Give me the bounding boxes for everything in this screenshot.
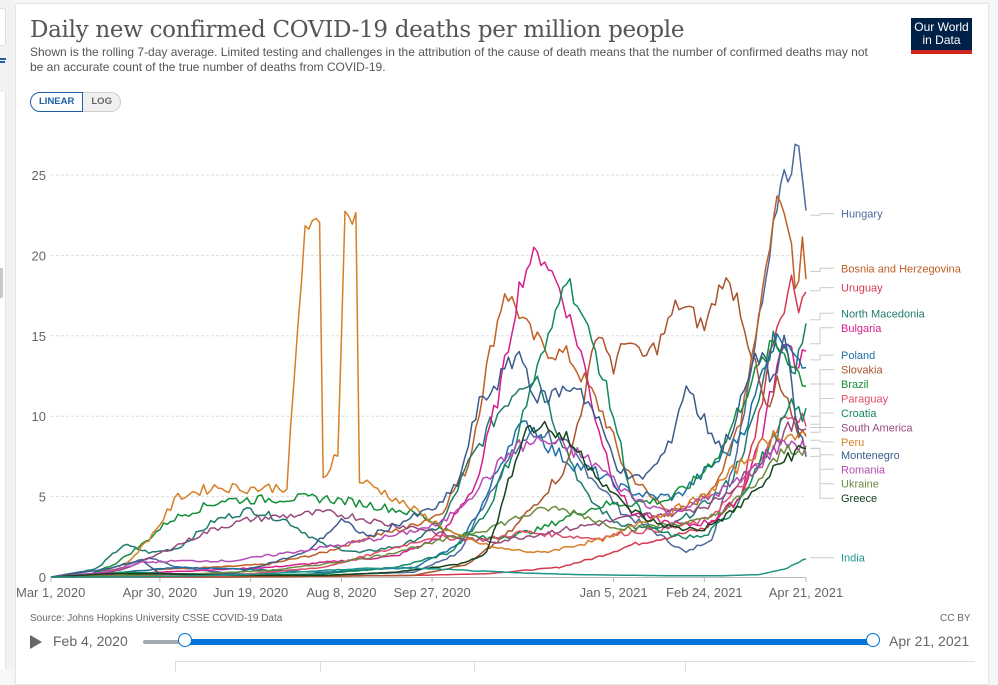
legend-label[interactable]: Romania [841,464,886,476]
x-tick-label: Mar 1, 2020 [16,585,85,600]
legend-connector [810,267,834,272]
legend-connector [810,412,834,417]
series-line-paraguay[interactable] [51,412,807,578]
play-icon[interactable] [30,635,42,649]
y-tick-label: 15 [32,329,46,344]
log-scale-button[interactable]: LOG [83,92,121,112]
legend-connector [810,327,834,345]
logo-line2: in Data [922,33,961,47]
timeline-slider: Feb 4, 2020 Apr 21, 2021 [30,630,975,656]
series-line-croatia[interactable] [50,277,807,578]
legend-label[interactable]: Slovakia [841,365,883,377]
series-line-peru[interactable] [50,210,807,578]
series-line-north-macedonia[interactable] [50,323,807,578]
legend-label[interactable]: South America [841,422,913,434]
legend-label[interactable]: Greece [841,493,877,505]
sidebar-box[interactable] [0,8,6,46]
legend-connector [810,454,834,457]
legend-connector [810,447,834,470]
legend: Hungary Bosnia and Herzegovina Uruguay Nort… [810,209,962,565]
timeline-start-date: Feb 4, 2020 [53,633,128,649]
source-note: Source: Johns Hopkins University CSSE CO… [30,613,283,624]
y-tick-label: 5 [39,490,46,505]
series-line-uruguay[interactable] [51,274,807,578]
y-tick-label: 0 [39,570,46,585]
legend-connector [810,369,834,433]
series-line-india[interactable] [51,558,807,578]
legend-label[interactable]: Croatia [841,408,877,420]
legend-connector [810,439,834,443]
legend-label[interactable]: Poland [841,350,875,362]
legend-label[interactable]: Bulgaria [841,323,882,335]
legend-label[interactable]: Peru [841,437,864,449]
series-line-slovakia[interactable] [51,277,807,578]
timeline-end-handle[interactable] [866,633,880,647]
timeline-selected-range[interactable] [185,639,873,645]
x-tick-label: Jan 5, 2021 [580,585,648,600]
sidebar-scrollbar[interactable] [0,268,3,298]
x-tick-label: Feb 24, 2021 [666,585,743,600]
series-line-poland[interactable] [50,333,807,578]
legend-label[interactable]: North Macedonia [841,308,926,320]
legend-label[interactable]: Bosnia and Herzegovina [841,263,962,275]
x-tick-label: Apr 21, 2021 [769,585,843,600]
series-line-brazil[interactable] [50,340,807,578]
series-lines [50,143,807,578]
chart-subtitle: Shown is the rolling 7-day average. Limi… [30,45,868,74]
legend-connector [810,312,834,321]
timeline-end-date: Apr 21, 2021 [889,633,970,649]
page-title: Daily new confirmed COVID-19 deaths per … [30,17,685,43]
legend-connector [810,213,834,216]
legend-connector [810,447,834,499]
linear-scale-button[interactable]: LINEAR [30,92,84,112]
legend-label[interactable]: Paraguay [841,394,889,406]
x-tick-label: Aug 8, 2020 [306,585,376,600]
legend-label[interactable]: Montenegro [841,450,900,462]
legend-connector [810,287,834,292]
legend-label[interactable]: India [841,553,866,565]
series-line-romania[interactable] [50,435,807,578]
left-sidebar [0,0,14,669]
series-line-south-america[interactable] [50,415,807,578]
legend-connector [810,354,834,361]
filter-icon[interactable] [0,58,6,65]
x-tick-label: Sep 27, 2020 [393,585,470,600]
legend-connector [810,447,834,485]
series-line-montenegro[interactable] [50,334,807,578]
logo-line1: Our World [914,20,969,34]
series-line-greece[interactable] [50,420,807,578]
owid-logo[interactable]: Our World in Data [911,18,972,54]
legend-label[interactable]: Uruguay [841,283,883,295]
legend-label[interactable]: Brazil [841,379,869,391]
line-chart: 0 5 10 15 20 25 Mar 1, 2020 Apr 30, 2020 Jun 19… [16,143,962,600]
timeline-start-handle[interactable] [178,633,192,647]
y-tick-label: 20 [32,248,46,263]
legend-connector [810,398,834,425]
x-axis: Mar 1, 2020 Apr 30, 2020 Jun 19, 2020 Aug 8… [16,577,843,600]
legend-label[interactable]: Ukraine [841,479,879,491]
gridlines [51,174,806,578]
y-axis: 0 5 10 15 20 25 [32,168,46,585]
y-tick-label: 10 [32,409,46,424]
scale-toggle: LINEAR LOG [30,92,121,112]
legend-label[interactable]: Hungary [841,209,883,221]
y-tick-label: 25 [32,168,46,183]
license-link[interactable]: CC BY [940,613,971,624]
series-line-hungary[interactable] [50,143,807,578]
x-tick-label: Apr 30, 2020 [123,585,197,600]
sidebar-panel [0,92,6,669]
bottom-tabs [175,661,975,672]
x-tick-label: Jun 19, 2020 [213,585,288,600]
